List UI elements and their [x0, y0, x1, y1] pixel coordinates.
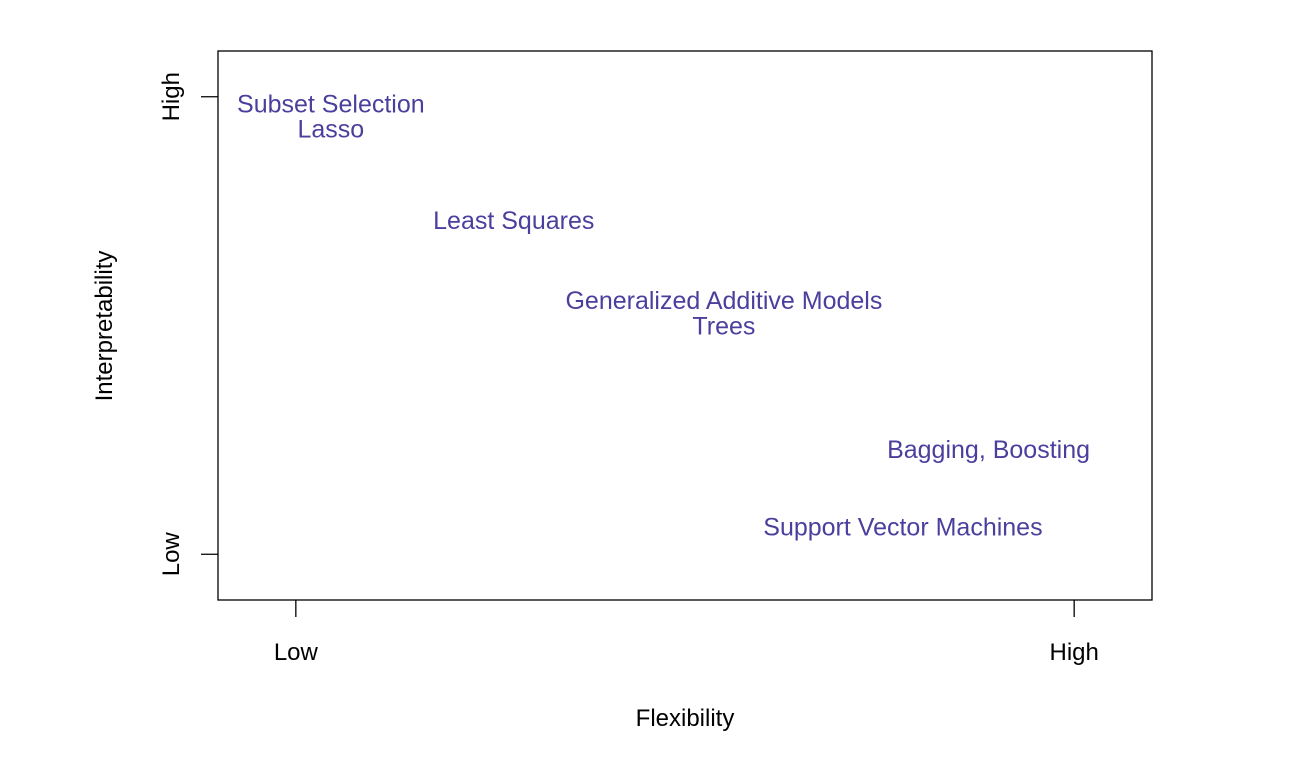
data-point-label: Least Squares [433, 207, 594, 235]
data-point-label: Subset Selection [237, 91, 425, 119]
y-tick-label: Low [158, 532, 185, 577]
x-tick-label: Low [274, 639, 319, 666]
y-axis: Low High [158, 72, 218, 576]
y-tick-label: High [158, 72, 185, 121]
x-tick-label: High [1049, 639, 1098, 666]
data-point-label: Trees [692, 312, 755, 340]
plot-frame [217, 50, 1153, 601]
x-axis-title: Flexibility [636, 705, 735, 732]
x-axis: Low High [274, 600, 1099, 666]
data-point-label: Lasso [297, 116, 364, 144]
data-point-label: Bagging, Boosting [887, 436, 1090, 464]
data-point-label: Support Vector Machines [763, 514, 1042, 542]
data-point-label: Generalized Additive Models [565, 287, 882, 315]
y-axis-title: Interpretability [91, 251, 118, 402]
